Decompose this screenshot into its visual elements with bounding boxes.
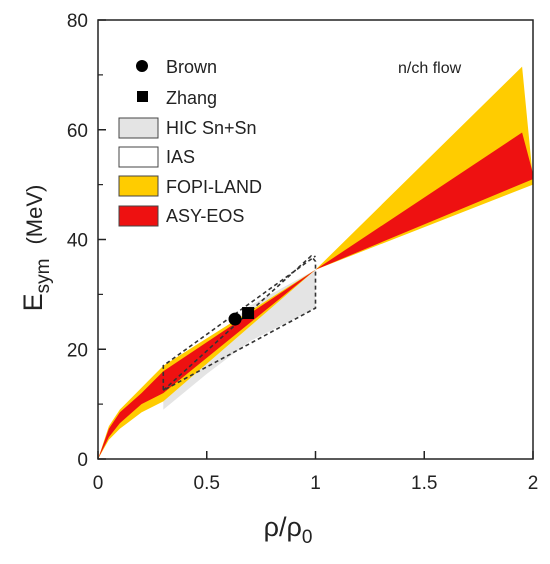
y-axis-title-main: E bbox=[18, 293, 48, 311]
x-tick-label: 1.5 bbox=[411, 473, 437, 494]
region-asy-eos bbox=[98, 132, 533, 459]
x-axis-title: ρ/ρ0 bbox=[264, 512, 313, 548]
region-ias bbox=[162, 254, 317, 392]
annotation-nch-flow: n/ch flow bbox=[398, 60, 462, 77]
point-zhang bbox=[242, 307, 255, 320]
legend-marker-zhang bbox=[137, 91, 148, 102]
x-tick-label: 0 bbox=[93, 473, 104, 494]
legend-label-ias: IAS bbox=[166, 147, 195, 167]
legend-label-brown: Brown bbox=[166, 57, 217, 77]
legend-label-zhang: Zhang bbox=[166, 88, 217, 108]
region-hic-sn-sn bbox=[163, 269, 316, 410]
svg-text:Esym(MeV): Esym (MeV) bbox=[18, 185, 54, 312]
legend-patch-fopi bbox=[118, 175, 159, 197]
legend-patch-asy bbox=[118, 205, 159, 227]
legend-label-hic: HIC Sn+Sn bbox=[166, 118, 257, 138]
y-axis-title-unit: (MeV) bbox=[22, 185, 47, 245]
legend-patch-ias bbox=[118, 146, 159, 168]
region-fopi-land bbox=[98, 66, 533, 459]
y-tick-label: 60 bbox=[67, 121, 88, 142]
x-tick-label: 2 bbox=[528, 473, 539, 494]
point-brown bbox=[228, 312, 242, 326]
legend-label-asy: ASY-EOS bbox=[166, 206, 244, 226]
legend-label-fopi: FOPI-LAND bbox=[166, 177, 262, 197]
y-axis-title-sub: sym bbox=[33, 259, 54, 294]
legend-patch-hic bbox=[118, 117, 159, 139]
y-tick-label: 80 bbox=[67, 11, 88, 32]
x-tick-label: 1 bbox=[310, 473, 321, 494]
x-axis-title-main: ρ/ρ bbox=[264, 512, 302, 542]
legend-marker-brown bbox=[136, 60, 148, 72]
y-tick-label: 0 bbox=[77, 450, 88, 471]
x-axis-title-sub: 0 bbox=[302, 527, 313, 548]
y-tick-label: 20 bbox=[67, 340, 88, 361]
x-tick-label: 0.5 bbox=[194, 473, 220, 494]
y-tick-label: 40 bbox=[67, 231, 88, 252]
legend: Brown Zhang HIC Sn+Sn IAS FOPI-LAND ASY-… bbox=[118, 57, 262, 227]
y-axis-title: Esym (MeV) bbox=[18, 185, 54, 312]
